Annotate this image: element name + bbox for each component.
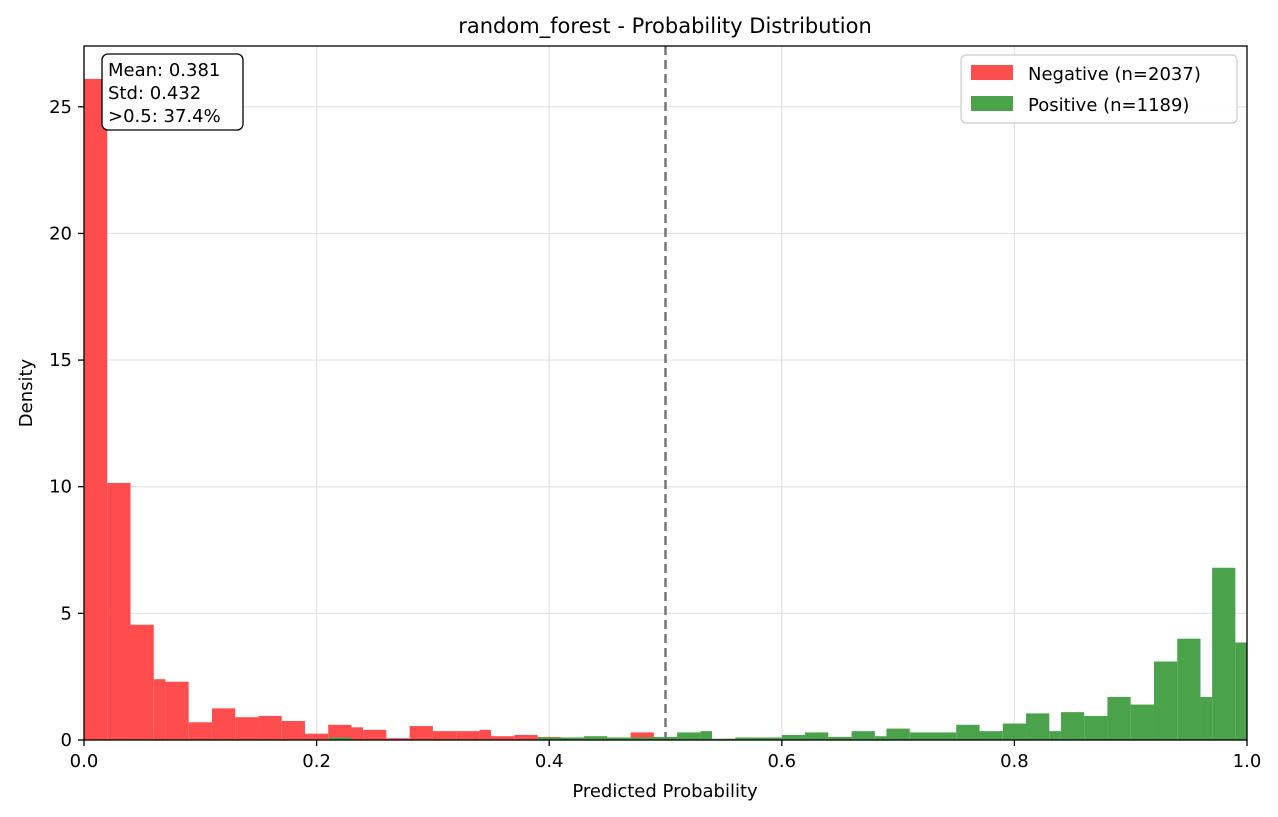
x-tick-label: 1.0 (1233, 751, 1262, 772)
positive-bar (909, 732, 933, 740)
x-axis-ticks: 0.0 0.2 0.4 0.6 0.8 1.0 (70, 740, 1262, 772)
negative-bar (211, 708, 236, 740)
positive-bars (328, 567, 1247, 740)
positive-bar (700, 731, 713, 740)
positive-bar (979, 731, 1003, 740)
negative-bars (84, 78, 794, 741)
positive-bar (781, 734, 806, 740)
negative-bar (107, 482, 131, 740)
positive-bar (677, 732, 701, 740)
y-axis-label: Density (16, 358, 37, 427)
y-tick-label: 15 (49, 350, 72, 371)
plot-frame (83, 45, 1248, 741)
legend-frame (960, 54, 1238, 124)
y-tick-label: 20 (49, 223, 72, 244)
negative-bar (281, 721, 305, 740)
stats-box: Mean: 0.381 Std: 0.432 >0.5: 37.4% (101, 53, 244, 131)
x-tick-label: 0.8 (1000, 751, 1029, 772)
x-tick-label: 0.4 (535, 751, 564, 772)
legend-swatch-negative (971, 65, 1013, 80)
negative-bar (351, 727, 364, 740)
negative-bar (456, 731, 480, 740)
legend-label-positive: Positive (n=1189) (1028, 95, 1189, 116)
positive-bar (956, 724, 980, 740)
y-tick-label: 10 (49, 477, 72, 498)
positive-bar (560, 737, 585, 740)
y-axis-ticks: 0 5 10 15 20 25 (49, 97, 84, 751)
legend: Negative (n=2037) Positive (n=1189) (960, 54, 1238, 124)
positive-bar (1177, 638, 1201, 740)
negative-bar (153, 679, 166, 740)
positive-bar (537, 737, 561, 740)
stats-mean: Mean: 0.381 (108, 60, 220, 81)
x-tick-label: 0.2 (302, 751, 331, 772)
positive-bar (1060, 712, 1085, 740)
positive-bar (886, 728, 910, 740)
x-tick-label: 0.6 (767, 751, 796, 772)
negative-bar (328, 724, 352, 740)
negative-bar (165, 681, 189, 740)
positive-bar (1002, 723, 1027, 740)
positive-bar (1153, 661, 1178, 740)
y-tick-label: 5 (61, 603, 72, 624)
negative-bar (479, 729, 492, 740)
positive-bar (874, 736, 887, 740)
positive-bar (1049, 731, 1061, 740)
stats-above-threshold: >0.5: 37.4% (108, 106, 221, 127)
legend-swatch-positive (971, 96, 1013, 111)
x-tick-label: 0.0 (70, 751, 99, 772)
stats-box-frame (101, 53, 244, 131)
positive-bar (584, 736, 608, 740)
positive-bar (1130, 704, 1154, 740)
negative-bar (630, 732, 654, 740)
positive-bar (630, 737, 654, 740)
negative-bar (258, 715, 282, 740)
negative-bar (491, 736, 515, 740)
negative-bar (304, 733, 329, 740)
legend-label-negative: Negative (n=2037) (1028, 64, 1201, 85)
positive-bar (328, 737, 352, 740)
x-axis-label: Predicted Probability (572, 781, 758, 802)
positive-bar (932, 732, 957, 740)
positive-bar (607, 737, 631, 740)
negative-bar (130, 624, 154, 740)
negative-bar (84, 78, 108, 741)
positive-bar (851, 731, 875, 740)
chart-title: random_forest - Probability Distribution (458, 14, 872, 39)
positive-bar (735, 737, 759, 740)
positive-bar (1212, 567, 1236, 740)
positive-bar (828, 736, 852, 740)
positive-bar (1107, 696, 1131, 740)
positive-bar (1084, 715, 1108, 740)
positive-bar (1200, 696, 1213, 740)
negative-bar (363, 729, 387, 740)
negative-bar (514, 734, 538, 740)
y-tick-label: 25 (49, 97, 72, 118)
positive-bar (1026, 713, 1050, 740)
negative-bar (235, 717, 259, 740)
negative-bar (432, 731, 457, 740)
y-tick-label: 0 (61, 730, 72, 751)
stats-std: Std: 0.432 (108, 83, 201, 104)
positive-bar (758, 737, 782, 740)
negative-bar (409, 726, 433, 740)
negative-bar (386, 738, 410, 740)
positive-bar (805, 732, 829, 740)
negative-bar (188, 722, 212, 740)
positive-bar (1235, 642, 1247, 740)
